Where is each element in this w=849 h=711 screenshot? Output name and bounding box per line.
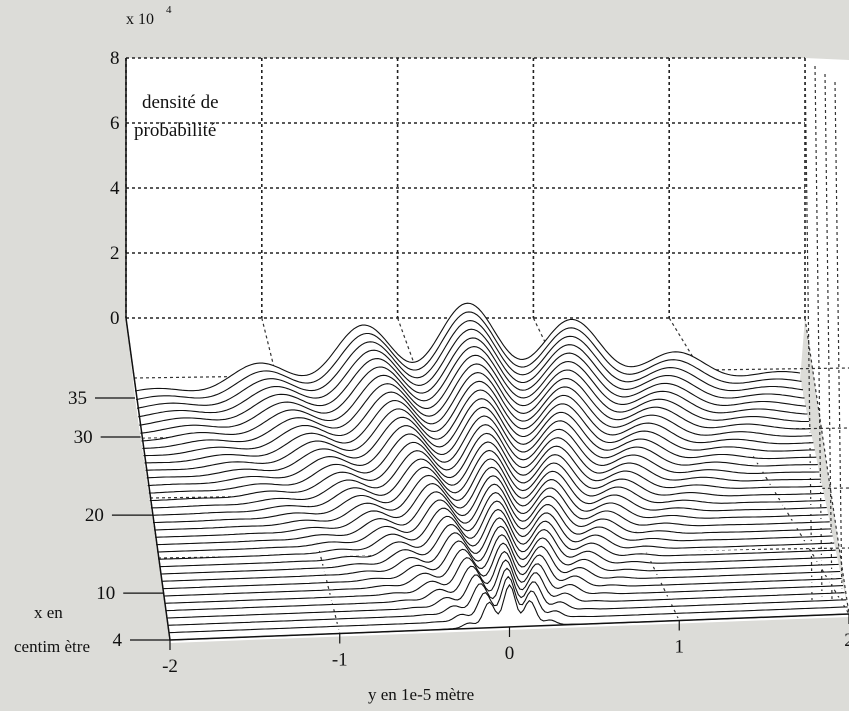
y-axis-label: y en 1e-5 mètre xyxy=(368,685,474,704)
z-tick-label: 8 xyxy=(110,48,120,69)
side-wall xyxy=(805,58,849,614)
y-tick-label: -1 xyxy=(332,650,348,671)
x-axis-label-line-2: centim ètre xyxy=(14,637,90,656)
trace-line xyxy=(157,483,832,553)
y-tick-label: -2 xyxy=(162,656,178,677)
trace-line xyxy=(147,406,818,487)
trace-line xyxy=(145,389,815,471)
trace-line xyxy=(156,475,830,546)
floor-grid-line xyxy=(133,367,849,379)
trace-line xyxy=(139,337,806,426)
trace-line xyxy=(154,458,827,531)
floor-grid-line xyxy=(804,317,849,615)
trace-line xyxy=(163,534,841,597)
z-tick-label: 4 xyxy=(110,178,120,199)
trace-line xyxy=(166,559,845,619)
trace-line xyxy=(149,424,821,502)
y-tick-label: 0 xyxy=(505,643,515,664)
x-tick-label: 30 xyxy=(74,427,93,448)
trace-line xyxy=(134,302,801,392)
z-tick-label: 6 xyxy=(110,113,120,134)
side-grid-line xyxy=(834,81,843,601)
trace-line xyxy=(151,441,824,516)
trace-line xyxy=(165,550,844,612)
trace-line xyxy=(155,466,829,538)
trace-line xyxy=(152,449,826,524)
z-tick-label: 2 xyxy=(110,243,120,264)
x-axis-label-line-1: x en xyxy=(34,603,63,622)
trace-line xyxy=(159,500,835,568)
trace-line xyxy=(158,492,833,560)
z-axis-label-line-2: probabilité xyxy=(134,120,216,141)
trace-line xyxy=(167,567,847,626)
trace-line xyxy=(162,525,839,590)
z-axis-label-line-1: densité de xyxy=(142,92,219,113)
trace-line xyxy=(168,575,848,634)
trace-line xyxy=(142,363,811,449)
trace-line xyxy=(136,320,804,409)
trace-line xyxy=(141,354,809,442)
trace-line xyxy=(135,311,802,401)
z-scale-label: x 10 4 xyxy=(126,4,172,28)
y-tick-label: 2 xyxy=(844,630,849,651)
x-tick-label: 10 xyxy=(96,583,115,604)
trace-line xyxy=(143,372,812,457)
trace-line xyxy=(146,398,817,479)
x-tick-label: 4 xyxy=(113,630,123,651)
trace-fill xyxy=(170,584,849,643)
trace-line xyxy=(160,508,836,575)
x-axis-line xyxy=(125,317,171,641)
trace-line xyxy=(144,380,814,464)
z-tick-label: 0 xyxy=(110,308,120,329)
y-tick-label: 1 xyxy=(675,637,685,658)
axes: 0 2 4 6 8 4 10 20 30 35 -2 -1 0 1 2 xyxy=(68,48,849,677)
x-tick-label: 20 xyxy=(85,505,104,526)
trace-line xyxy=(140,346,808,434)
z-scale-exponent: 4 xyxy=(166,4,172,16)
side-grid-line xyxy=(814,65,823,601)
trace-line xyxy=(150,432,823,509)
x-tick-label: 35 xyxy=(68,388,87,409)
trace-line xyxy=(138,328,805,418)
side-grid-line xyxy=(824,73,833,601)
trace-line xyxy=(164,542,842,604)
data-traces xyxy=(134,302,849,643)
trace-line xyxy=(161,517,838,582)
trace-line xyxy=(148,415,820,494)
z-scale-base: x 10 xyxy=(126,11,154,28)
